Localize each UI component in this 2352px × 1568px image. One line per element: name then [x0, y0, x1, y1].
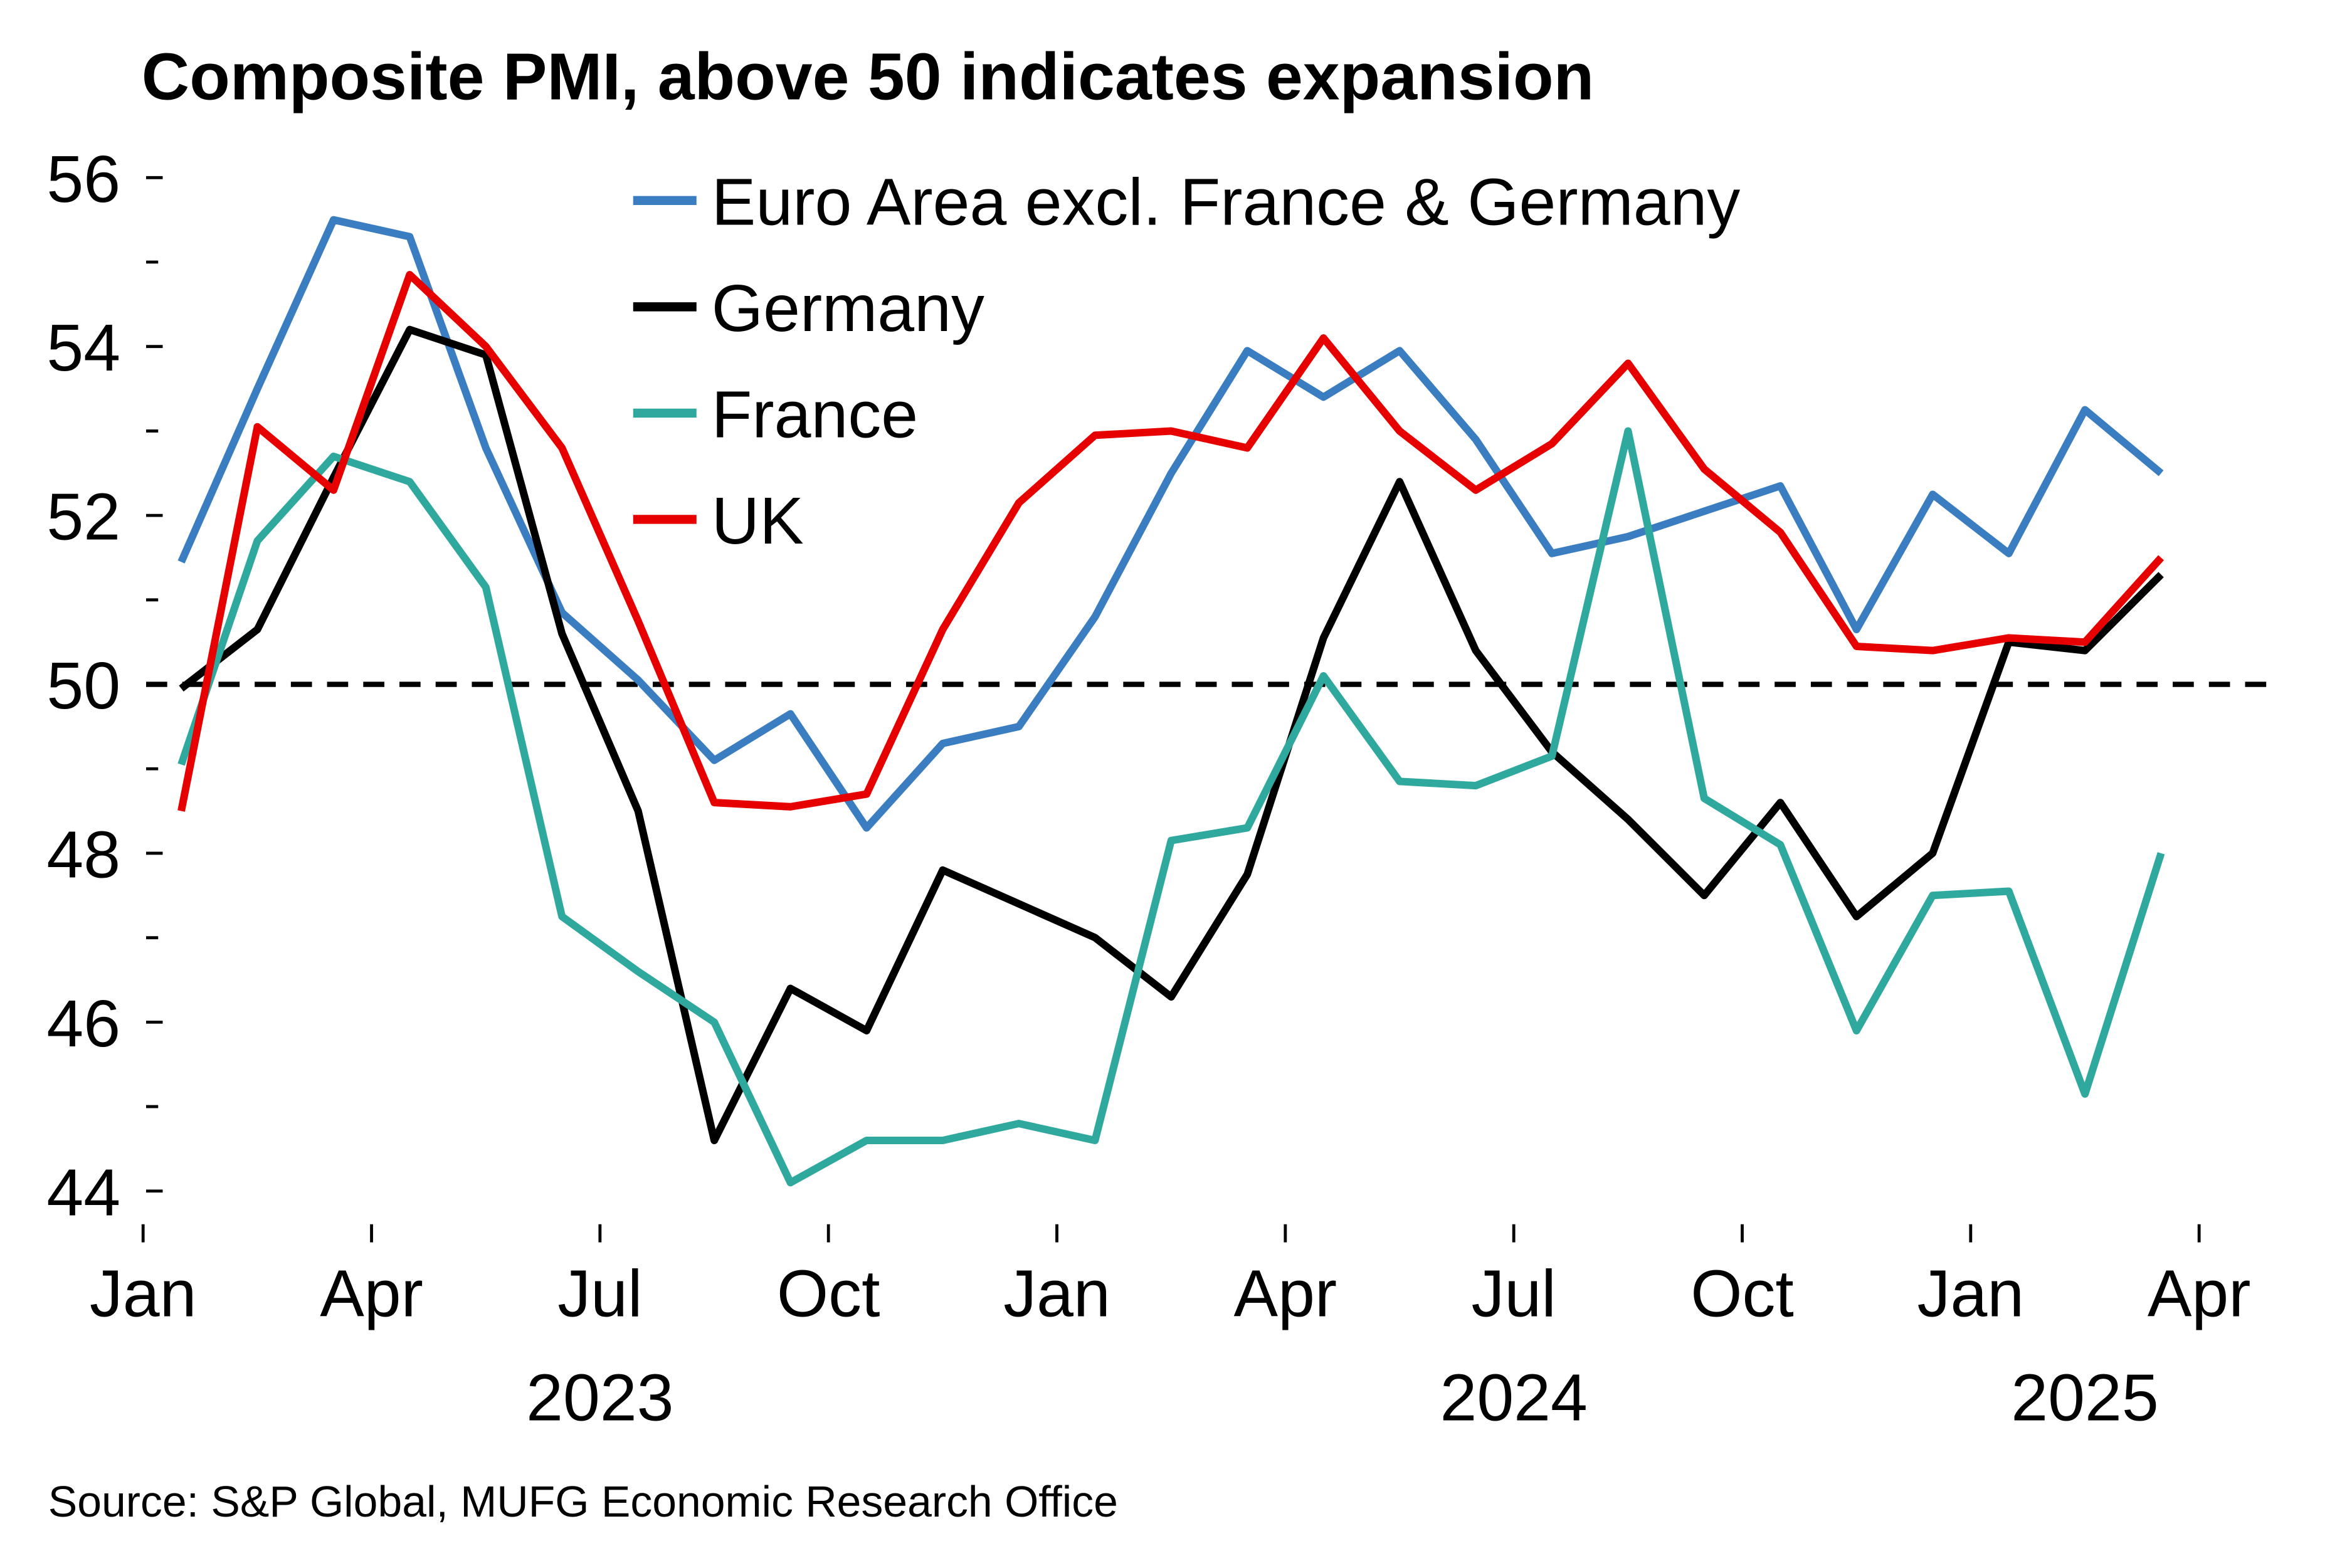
x-tick-label: Jan	[90, 1256, 197, 1330]
legend-label: Germany	[712, 271, 984, 345]
x-tick-label: Jan	[1917, 1256, 2025, 1330]
x-tick-label: Jul	[1472, 1256, 1556, 1330]
x-tick-label: Jul	[557, 1256, 642, 1330]
y-tick-label: 52	[46, 480, 120, 554]
source-note: Source: S&P Global, MUFG Economic Resear…	[48, 1477, 1118, 1526]
legend-label: France	[712, 377, 918, 451]
y-tick-label: 48	[46, 818, 120, 892]
x-tick-label: Jan	[1003, 1256, 1110, 1330]
legend-label: Euro Area excl. France & Germany	[712, 165, 1741, 239]
year-label: 2024	[1440, 1360, 1587, 1434]
y-tick-label: 54	[46, 311, 120, 385]
y-tick-label: 44	[46, 1155, 120, 1229]
y-tick-label: 46	[46, 987, 120, 1061]
year-label: 2025	[2011, 1360, 2158, 1434]
year-label: 2023	[526, 1360, 673, 1434]
series-line	[177, 216, 2164, 832]
x-tick-label: Apr	[2148, 1256, 2251, 1330]
series-line	[177, 427, 2165, 1187]
series-line	[179, 325, 2164, 1145]
series-line	[177, 271, 2165, 812]
x-tick-label: Oct	[1690, 1256, 1794, 1330]
x-tick-label: Apr	[1234, 1256, 1337, 1330]
x-tick-label: Oct	[777, 1256, 880, 1330]
y-tick-label: 50	[46, 649, 120, 723]
y-tick-label: 56	[46, 142, 120, 216]
chart-title: Composite PMI, above 50 indicates expans…	[142, 40, 1594, 114]
legend-label: UK	[712, 484, 804, 558]
x-tick-label: Apr	[320, 1256, 423, 1330]
